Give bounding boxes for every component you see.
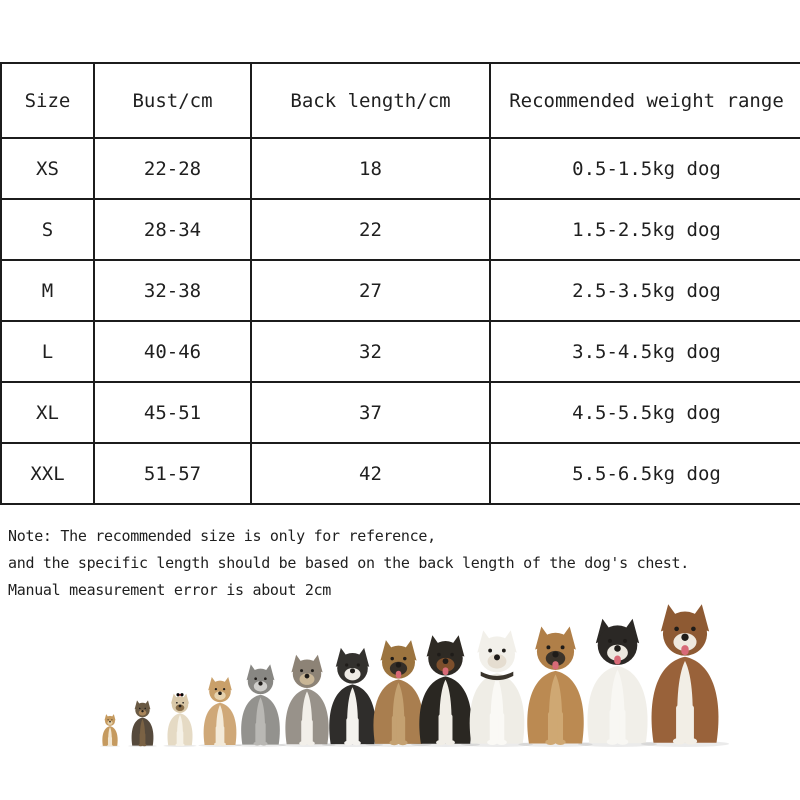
cell-weight: 3.5-4.5kg dog <box>491 322 800 383</box>
dog-swiss-mountain-dog-illustration <box>410 635 480 747</box>
note-line-2: and the specific length should be based … <box>8 554 690 572</box>
note-line-3: Manual measurement error is about 2cm <box>8 581 332 599</box>
dog-border-collie-illustration <box>321 647 383 747</box>
cell-weight: 0.5-1.5kg dog <box>491 139 800 200</box>
cell-back-length: 22 <box>252 200 491 261</box>
column-header-size: Size <box>2 64 95 139</box>
dog-mastiff-illustration <box>517 626 593 747</box>
cell-size: S <box>2 200 95 261</box>
note-line-1: Note: The recommended size is only for r… <box>8 527 436 545</box>
cell-back-length: 18 <box>252 139 491 200</box>
dogs-lineup-image <box>0 588 800 758</box>
cell-back-length: 32 <box>252 322 491 383</box>
cell-weight: 5.5-6.5kg dog <box>491 444 800 505</box>
cell-back-length: 27 <box>252 261 491 322</box>
dog-landseer-illustration <box>577 618 657 747</box>
cell-bust: 28-34 <box>95 200 252 261</box>
cell-bust: 40-46 <box>95 322 252 383</box>
dog-fawn-chihuahua-illustration <box>198 677 242 747</box>
cell-bust: 22-28 <box>95 139 252 200</box>
dog-yorkshire-terrier-illustration <box>127 700 157 747</box>
dog-schnauzer-illustration <box>234 664 286 747</box>
dog-shih-tzu-illustration <box>163 693 197 747</box>
dog-shetland-sheepdog-illustration <box>278 654 336 747</box>
cell-bust: 51-57 <box>95 444 252 505</box>
dog-malinois-illustration <box>365 640 431 747</box>
dog-saint-bernard-illustration <box>640 604 730 747</box>
cell-back-length: 42 <box>252 444 491 505</box>
column-header-back-length: Back length/cm <box>252 64 491 139</box>
column-header-bust: Bust/cm <box>95 64 252 139</box>
cell-weight: 1.5-2.5kg dog <box>491 200 800 261</box>
dog-chihuahua-illustration <box>99 714 121 747</box>
cell-size: XXL <box>2 444 95 505</box>
cell-back-length: 37 <box>252 383 491 444</box>
column-header-weight: Recommended weight range <box>491 64 800 139</box>
cell-size: XL <box>2 383 95 444</box>
note-text: Note: The recommended size is only for r… <box>8 523 788 604</box>
size-chart-table: Size Bust/cm Back length/cm Recommended … <box>0 62 800 505</box>
cell-size: XS <box>2 139 95 200</box>
cell-bust: 32-38 <box>95 261 252 322</box>
dog-white-bulldog-illustration <box>461 630 533 747</box>
cell-size: L <box>2 322 95 383</box>
cell-weight: 4.5-5.5kg dog <box>491 383 800 444</box>
cell-size: M <box>2 261 95 322</box>
cell-bust: 45-51 <box>95 383 252 444</box>
cell-weight: 2.5-3.5kg dog <box>491 261 800 322</box>
